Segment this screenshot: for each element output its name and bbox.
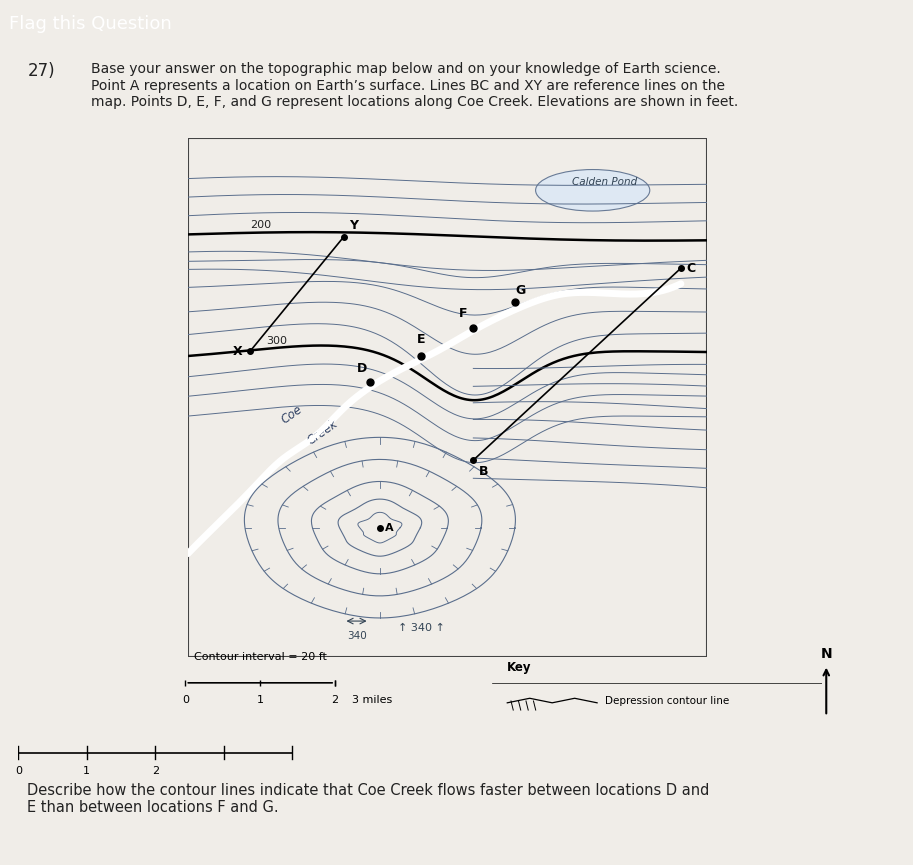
Text: 0: 0	[182, 695, 189, 705]
Text: Base your answer on the topographic map below and on your knowledge of Earth sci: Base your answer on the topographic map …	[91, 62, 739, 109]
Text: 2: 2	[152, 766, 159, 776]
Text: 27): 27)	[27, 62, 55, 80]
Text: Creek: Creek	[305, 417, 341, 447]
Text: Calden Pond: Calden Pond	[572, 177, 637, 187]
Ellipse shape	[536, 170, 650, 211]
Text: G: G	[515, 284, 525, 297]
Text: Y: Y	[349, 219, 358, 232]
Text: A: A	[385, 522, 394, 533]
Text: 200: 200	[250, 220, 271, 230]
Text: Describe how the contour lines indicate that Coe Creek flows faster between loca: Describe how the contour lines indicate …	[27, 783, 709, 815]
Text: B: B	[478, 465, 488, 478]
Text: X: X	[233, 344, 242, 358]
Text: 3 miles: 3 miles	[352, 695, 393, 705]
Text: C: C	[686, 261, 695, 275]
Text: Flag this Question: Flag this Question	[9, 15, 172, 33]
Text: D: D	[357, 362, 367, 375]
Text: 340: 340	[347, 631, 366, 642]
Text: 2: 2	[331, 695, 339, 705]
Text: 1: 1	[257, 695, 264, 705]
Text: 300: 300	[266, 336, 287, 346]
Text: Key: Key	[508, 661, 531, 674]
Text: 1: 1	[83, 766, 90, 776]
Text: 0: 0	[15, 766, 22, 776]
Text: Coe: Coe	[278, 403, 305, 426]
Text: E: E	[417, 333, 425, 346]
Text: Depression contour line: Depression contour line	[604, 696, 729, 706]
Text: ↑ 340 ↑: ↑ 340 ↑	[398, 624, 445, 633]
Text: F: F	[458, 307, 467, 320]
Text: Contour interval = 20 ft: Contour interval = 20 ft	[194, 652, 327, 662]
Text: N: N	[821, 647, 832, 661]
